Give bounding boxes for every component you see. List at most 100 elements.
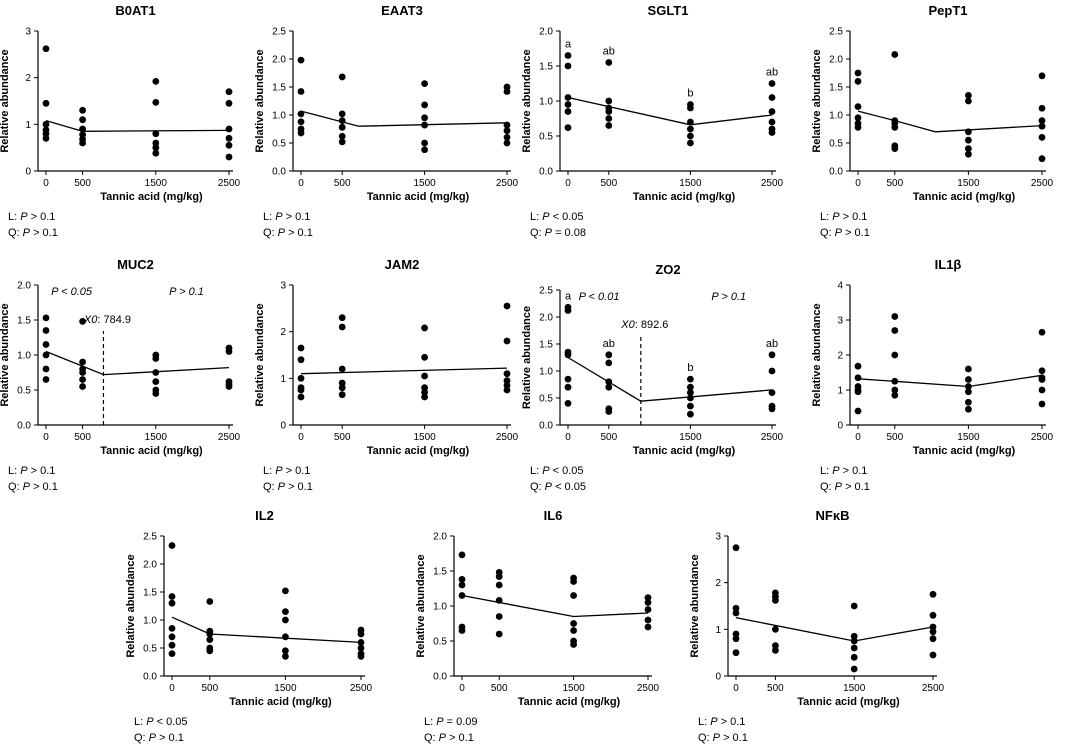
data-point <box>687 389 694 396</box>
y-tick-label: 1.5 <box>539 62 553 73</box>
y-tick-label: 0.0 <box>272 167 286 178</box>
y-tick-label: 2 <box>25 73 31 84</box>
chart-title: MUC2 <box>117 257 154 272</box>
data-point <box>225 141 233 149</box>
y-tick-label: 1.0 <box>17 351 31 362</box>
data-point <box>965 97 972 105</box>
stat-line: L: P > 0.1 <box>263 465 310 477</box>
data-point <box>605 351 613 359</box>
stat-line: L: P < 0.05 <box>530 465 584 477</box>
data-point <box>421 388 428 396</box>
data-point <box>495 613 503 620</box>
fit-line <box>45 350 230 376</box>
data-point <box>421 384 428 392</box>
data-point <box>338 132 346 140</box>
stat-line: Q: P > 0.1 <box>8 481 58 493</box>
data-point <box>929 635 937 643</box>
y-tick-label: 2.5 <box>539 286 553 297</box>
data-point <box>768 367 776 375</box>
segment-p-label: P > 0.1 <box>711 291 746 303</box>
x-tick-label: 500 <box>600 432 617 443</box>
data-point <box>570 620 577 627</box>
data-point <box>605 408 613 415</box>
x-axis-label: Tannic acid (mg/kg) <box>633 191 736 203</box>
y-tick-label: 0.0 <box>17 421 31 432</box>
x-tick-label: 500 <box>334 432 351 443</box>
chart-panel-muc2: MUC2 0.0 0.5 1.0 1.5 2.0 0 500 1500 2500 Tannic ac… <box>0 257 241 493</box>
data-point <box>687 104 694 112</box>
x-tick-label: 500 <box>74 432 91 443</box>
chart-title: SGLT1 <box>648 3 689 18</box>
data-point <box>850 653 858 661</box>
stat-line: Q: P > 0.1 <box>424 732 474 744</box>
x-tick-label: 2500 <box>761 432 784 443</box>
data-point <box>850 637 858 645</box>
data-point <box>687 410 694 418</box>
data-point <box>79 383 86 390</box>
segment-p-label: P < 0.05 <box>51 286 93 298</box>
data-point <box>891 386 899 394</box>
y-tick-label: 1.0 <box>829 111 843 122</box>
data-point <box>503 134 511 141</box>
significance-letter: ab <box>766 67 778 79</box>
stat-line: L: P = 0.09 <box>424 716 478 728</box>
data-point <box>338 73 346 81</box>
data-point <box>891 327 899 334</box>
x-axis-label: Tannic acid (mg/kg) <box>229 696 332 708</box>
data-point <box>1038 72 1046 80</box>
y-tick-label: 1.5 <box>272 83 286 94</box>
data-point <box>605 122 613 129</box>
y-tick-label: 1.0 <box>539 367 553 378</box>
data-point <box>79 116 86 124</box>
data-point <box>168 625 176 632</box>
y-axis-label: Relative abundance <box>689 554 701 657</box>
x-axis-label: Tannic acid (mg/kg) <box>367 191 470 203</box>
data-point <box>1038 367 1046 375</box>
y-tick-label: 0.0 <box>433 672 447 683</box>
data-point <box>338 138 346 146</box>
data-point <box>338 117 346 124</box>
data-point <box>564 383 572 391</box>
data-point <box>79 131 86 139</box>
data-point <box>152 130 160 138</box>
data-point <box>687 375 694 383</box>
y-tick-label: 0.0 <box>539 167 553 178</box>
data-point <box>850 602 858 610</box>
data-point <box>152 99 160 106</box>
x-tick-label: 2500 <box>496 178 519 189</box>
data-point <box>732 609 740 617</box>
data-point <box>1038 117 1046 124</box>
data-point <box>768 129 776 136</box>
data-point <box>644 623 652 631</box>
data-point <box>687 394 694 402</box>
data-point <box>79 139 86 147</box>
data-point <box>929 611 937 619</box>
data-point <box>458 576 466 583</box>
data-point <box>225 125 233 133</box>
data-point <box>965 398 972 406</box>
x-tick-label: 0 <box>43 432 49 443</box>
data-point <box>42 314 50 322</box>
data-point <box>495 573 503 580</box>
data-point <box>965 136 972 144</box>
chart-panel-eaat3: EAAT3 0.0 0.5 1.0 1.5 2.0 2.5 0 500 1500 2500 Tanni… <box>254 3 519 239</box>
significance-letter: ab <box>603 46 615 58</box>
chart-title: IL1β <box>935 257 962 272</box>
data-point <box>1038 376 1046 383</box>
data-point <box>282 608 289 615</box>
x-tick-label: 2500 <box>350 683 373 694</box>
y-tick-label: 2.0 <box>829 55 843 66</box>
data-point <box>421 372 428 380</box>
y-tick-label: 2.5 <box>143 532 157 543</box>
data-point <box>225 99 233 107</box>
segment-p-label: P > 0.1 <box>169 286 204 298</box>
x-tick-label: 1500 <box>413 178 436 189</box>
x-tick-label: 500 <box>886 432 903 443</box>
x-tick-label: 0 <box>298 432 304 443</box>
data-point <box>732 630 740 638</box>
y-tick-label: 1.0 <box>539 97 553 108</box>
data-point <box>503 386 511 394</box>
x-tick-label: 2500 <box>496 432 519 443</box>
data-point <box>891 391 899 399</box>
